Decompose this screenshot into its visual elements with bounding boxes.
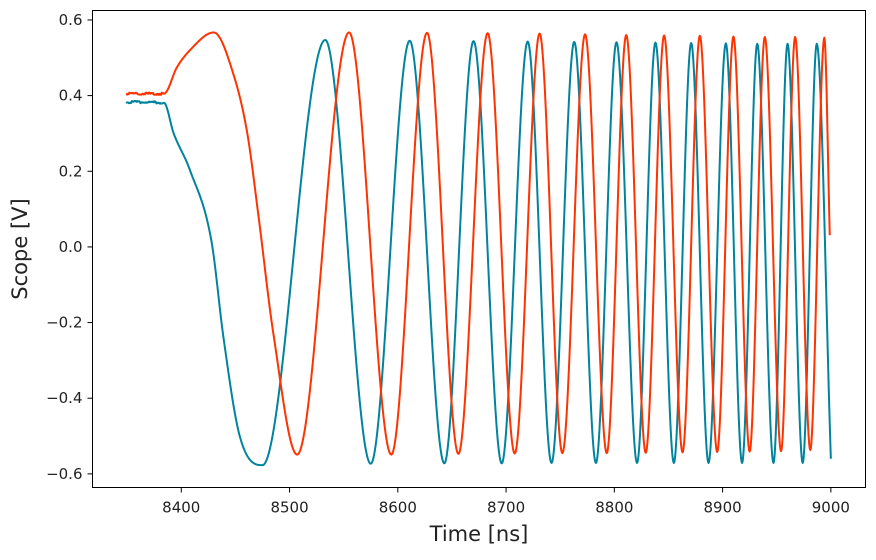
x-tick-label: 8800: [595, 499, 633, 517]
x-tick-label: 8500: [270, 499, 308, 517]
x-tick-label: 9000: [812, 499, 850, 517]
x-tick-label: 8400: [162, 499, 200, 517]
x-tick-label: 8600: [379, 499, 417, 517]
y-tick-label: −0.6: [46, 465, 82, 483]
y-axis-label: Scope [V]: [8, 198, 32, 299]
y-tick-label: −0.4: [46, 389, 82, 407]
series-layer: [125, 31, 832, 467]
y-tick-label: 0.0: [59, 238, 83, 256]
y-tick-label: −0.2: [46, 314, 82, 332]
plot-frame: [92, 10, 866, 488]
x-tick-label: 8700: [487, 499, 525, 517]
y-tick-label: 0.2: [59, 162, 83, 180]
y-tick-label: 0.4: [59, 87, 83, 105]
series-line-2: [125, 31, 831, 456]
x-axis-label: Time [ns]: [429, 522, 529, 546]
x-axis: 8400 8500 8600 8700 8800 8900 9000: [162, 487, 850, 517]
x-tick-label: 8900: [703, 499, 741, 517]
y-axis: 0.6 0.4 0.2 0.0 −0.2 −0.4 −0.6: [46, 11, 93, 483]
y-tick-label: 0.6: [59, 11, 83, 29]
